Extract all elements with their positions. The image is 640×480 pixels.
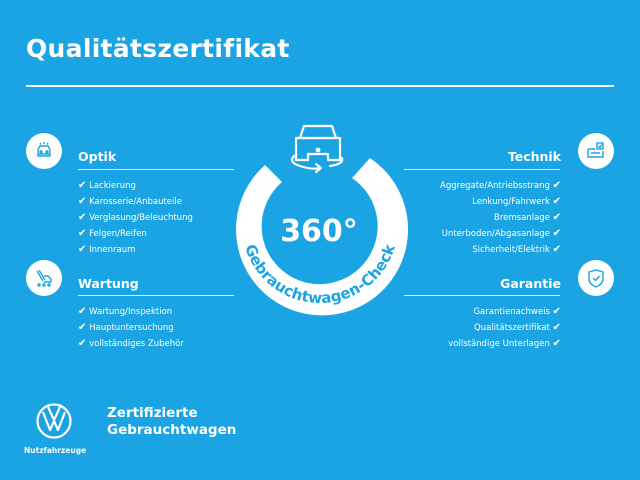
- list-garantie: Garantienachweis ✔ Qualitätszertifikat ✔…: [448, 304, 561, 352]
- list-item: vollständige Unterlagen ✔: [448, 338, 561, 349]
- engine-check-icon: [578, 133, 614, 169]
- service-tools-icon: [26, 260, 62, 296]
- list-item: ✔ Innenraum: [78, 244, 136, 255]
- list-item: ✔ Felgen/Reifen: [78, 228, 147, 239]
- logo-subtitle: Nutzfahrzeuge: [24, 446, 87, 455]
- check-icon: ✔: [552, 180, 561, 191]
- list-item: ✔ Karosserie/Anbauteile: [78, 196, 182, 207]
- section-divider: [78, 295, 234, 296]
- list-item: Sicherheit/Elektrik ✔: [472, 244, 561, 255]
- list-item: ✔ vollständiges Zubehör: [78, 338, 184, 349]
- check-icon: ✔: [78, 338, 87, 349]
- title-divider: [26, 85, 614, 87]
- list-technik: Aggregate/Antriebsstrang ✔ Lenkung/Fahrw…: [440, 178, 561, 258]
- check-icon: ✔: [78, 180, 87, 191]
- check-icon: ✔: [552, 228, 561, 239]
- 360-label: 360°: [280, 214, 358, 249]
- page-title: Qualitätszertifikat: [26, 34, 290, 63]
- check-icon: ✔: [552, 338, 561, 349]
- check-icon: ✔: [552, 212, 561, 223]
- check-icon: ✔: [78, 212, 87, 223]
- vw-logo: [36, 403, 72, 439]
- list-optik: ✔ Lackierung ✔ Karosserie/Anbauteile ✔ V…: [78, 178, 193, 258]
- car-front-icon: [26, 133, 62, 169]
- section-divider: [78, 169, 234, 170]
- check-icon: ✔: [552, 196, 561, 207]
- list-item: Garantienachweis ✔: [473, 306, 561, 317]
- check-icon: ✔: [552, 244, 561, 255]
- car-360-icon: [290, 124, 344, 174]
- list-item: ✔ Wartung/Inspektion: [78, 306, 173, 317]
- section-title-technik: Technik: [507, 149, 561, 164]
- shield-check-icon: [578, 260, 614, 296]
- list-item: Aggregate/Antriebsstrang ✔: [440, 180, 561, 191]
- ring: [236, 158, 409, 316]
- list-item: ✔ Lackierung: [78, 180, 136, 191]
- check-icon: ✔: [78, 228, 87, 239]
- check-icon: ✔: [552, 306, 561, 317]
- check-icon: ✔: [552, 322, 561, 333]
- list-item: Unterboden/Abgasanlage ✔: [441, 228, 561, 239]
- section-title-optik: Optik: [78, 149, 117, 164]
- section-divider: [404, 295, 560, 296]
- list-item: Bremsanlage ✔: [494, 212, 561, 223]
- list-item: ✔ Verglasung/Beleuchtung: [78, 212, 193, 223]
- section-title-garantie: Garantie: [500, 276, 561, 291]
- 360-check-badge: 360° Gebrauchtwagen-Check: [236, 124, 409, 316]
- section-title-wartung: Wartung: [78, 276, 139, 291]
- list-item: Qualitätszertifikat ✔: [474, 322, 561, 333]
- check-icon: ✔: [78, 244, 87, 255]
- list-item: ✔ Hauptuntersuchung: [78, 322, 174, 333]
- check-icon: ✔: [78, 306, 87, 317]
- footer-brand-text: Zertifizierte Gebrauchtwagen: [107, 405, 237, 438]
- check-icon: ✔: [78, 196, 87, 207]
- list-item: Lenkung/Fahrwerk ✔: [472, 196, 561, 207]
- list-wartung: ✔ Wartung/Inspektion ✔ Hauptuntersuchung…: [78, 304, 184, 352]
- check-icon: ✔: [78, 322, 87, 333]
- section-divider: [404, 169, 560, 170]
